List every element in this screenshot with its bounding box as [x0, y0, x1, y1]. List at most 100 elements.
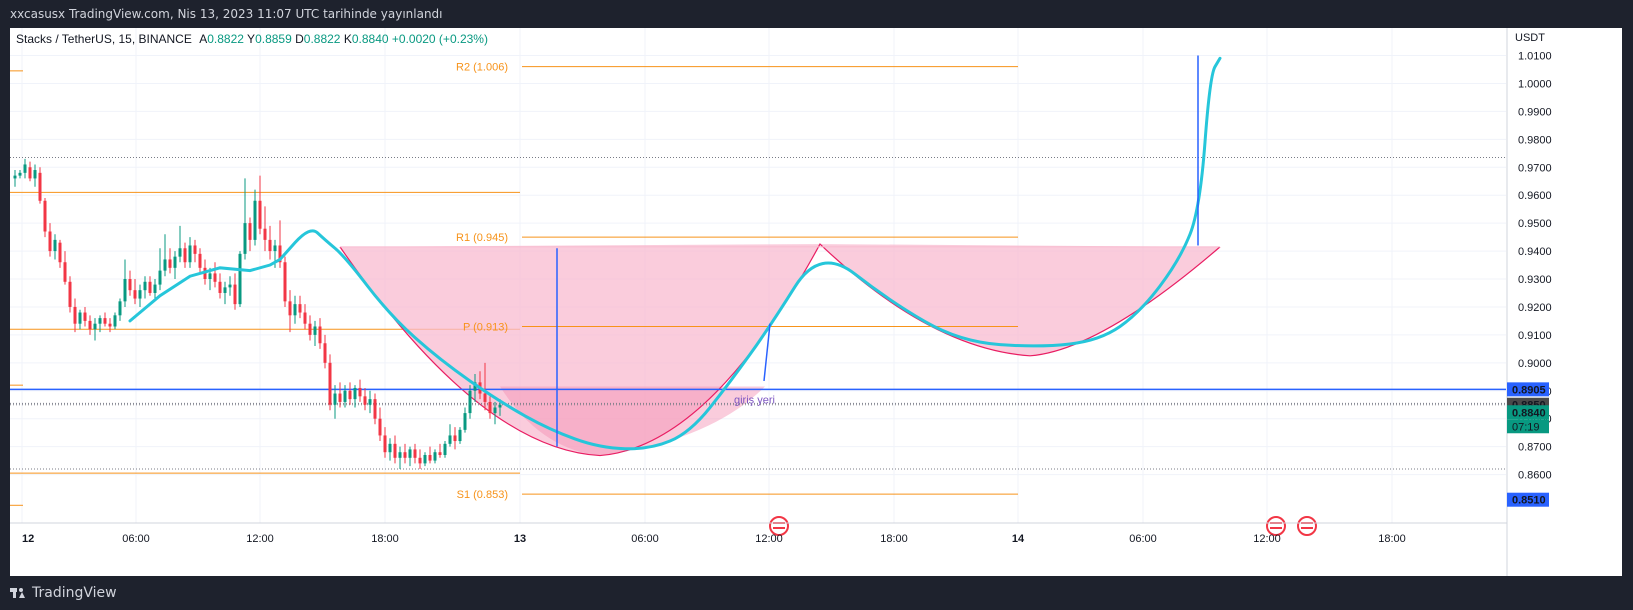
trend-curve [278, 56, 1222, 451]
chart-panel[interactable]: R2 (1.006) R1 (0.945) P (0.913) S1 (0.853) g… [10, 28, 1622, 576]
footer-bar: TradingView [0, 577, 1633, 610]
candle-body [493, 407, 497, 414]
price-tick-label: 0.9200 [1518, 302, 1552, 314]
candle-body [193, 245, 197, 254]
currency-label: USDT [1515, 32, 1545, 44]
candle-body [178, 248, 182, 257]
tradingview-logo[interactable]: TradingView [10, 585, 117, 601]
candle-body [423, 455, 427, 464]
price-tick-label: 0.9000 [1518, 358, 1552, 370]
horizontal-line-price-label: 0.8905 [1512, 384, 1546, 396]
price-tick-label: 0.9600 [1518, 190, 1552, 202]
candle-body [308, 323, 312, 335]
candle-body [408, 449, 412, 458]
change-value: +0.0020 (+0.23%) [391, 32, 488, 46]
candle-body [488, 401, 492, 414]
candle-body [253, 200, 257, 240]
entry-arrow-line [763, 323, 771, 382]
close-value: 0.8840 [351, 32, 389, 46]
candle-body [473, 382, 477, 391]
candle-body [23, 164, 27, 173]
candle-body [118, 301, 122, 316]
candle-body [78, 312, 82, 324]
us-event-flag-stripe [773, 527, 785, 529]
tradingview-brand-text: TradingView [32, 585, 117, 601]
publish-info-text: xxcasusx TradingView.com, Nis 13, 2023 1… [10, 7, 443, 21]
candle-body [173, 256, 177, 268]
candle-body [58, 242, 62, 263]
publish-header: xxcasusx TradingView.com, Nis 13, 2023 1… [0, 0, 1633, 28]
current-price-label: 0.8840 [1512, 407, 1546, 419]
time-tick-label: 18:00 [880, 533, 908, 545]
time-tick-label: 14 [1012, 533, 1025, 545]
candle-body [328, 362, 332, 405]
candle-body [483, 393, 487, 402]
price-tick-label: 0.9300 [1518, 274, 1552, 286]
time-tick-label: 06:00 [1129, 533, 1157, 545]
us-event-flag-stripe [1301, 527, 1313, 529]
candle-body [63, 262, 67, 282]
candle-body [103, 318, 107, 324]
pivot-label-0: R2 (1.006) [456, 62, 508, 74]
candle-body [468, 390, 472, 414]
time-tick-label: 12:00 [246, 533, 274, 545]
candle-body [183, 248, 187, 263]
time-tick-label: 06:00 [122, 533, 150, 545]
us-event-flag-icon [769, 516, 789, 536]
price-tick-label: 1.0100 [1518, 51, 1552, 63]
candle-body [318, 326, 322, 344]
candle-body [153, 284, 157, 293]
us-event-flag-stripe [1270, 527, 1282, 529]
pivot-label-1: R1 (0.945) [456, 232, 508, 244]
candle-body [288, 301, 292, 316]
candle-body [158, 270, 162, 285]
candle-body [83, 312, 87, 321]
candle-body [238, 253, 242, 305]
candle-body [138, 290, 142, 299]
price-tick-label: 0.9900 [1518, 106, 1552, 118]
current-price-label-bg-2 [1507, 419, 1549, 434]
candle-body [413, 449, 417, 458]
candle-body [18, 172, 22, 176]
chart-legend: Stacks / TetherUS, 15, BINANCE A0.8822 Y… [16, 32, 488, 46]
candle-body [248, 223, 252, 240]
price-chart[interactable]: R2 (1.006) R1 (0.945) P (0.913) S1 (0.853) g… [10, 28, 1622, 576]
candle-body [438, 452, 442, 456]
open-key: A [199, 32, 208, 46]
candle-body [163, 259, 167, 271]
candle-body [303, 312, 307, 324]
candle-body [168, 259, 172, 268]
candle-body [233, 284, 237, 305]
candle-body [358, 387, 362, 397]
open-value: 0.8822 [207, 32, 244, 46]
horizontal-line-price-label-bg [1507, 382, 1549, 397]
candle-body [298, 304, 302, 313]
candle-body [33, 170, 37, 179]
candle-body [293, 304, 297, 316]
candle-body [388, 443, 392, 453]
time-tick-label: 06:00 [631, 533, 659, 545]
time-tick-label: 18:00 [371, 533, 399, 545]
candle-body [28, 167, 32, 179]
candle-body [38, 172, 42, 201]
candle-body [433, 452, 437, 461]
time-tick-label: 18:00 [1378, 533, 1406, 545]
s1-price-label-bg [1507, 492, 1549, 507]
symbol-label[interactable]: Stacks / TetherUS, 15, BINANCE [16, 32, 192, 46]
entry-annotation: giriş yeri [734, 394, 775, 406]
price-tick-label: 0.9700 [1518, 162, 1552, 174]
handle-fill [500, 386, 765, 456]
candle-body [498, 404, 502, 408]
candle-body [338, 393, 342, 402]
candle-body [108, 323, 112, 327]
current-price-label-bg [1507, 405, 1549, 420]
high-key: Y [247, 32, 256, 46]
candle-body [378, 418, 382, 436]
candle-body [43, 200, 47, 232]
candle-body [393, 443, 397, 458]
low-value: 0.8822 [303, 32, 341, 46]
candle-body [453, 435, 457, 442]
price-tick-label: 0.9500 [1518, 218, 1552, 230]
candle-body [348, 390, 352, 400]
time-tick-label: 12:00 [1253, 533, 1281, 545]
